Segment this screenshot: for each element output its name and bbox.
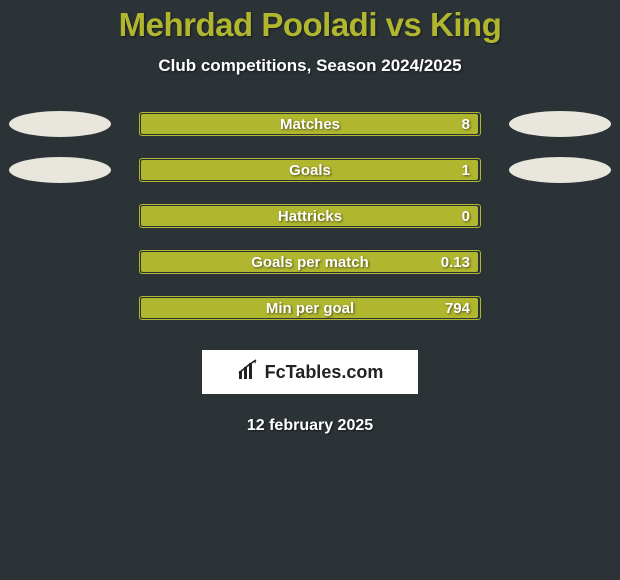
stat-bar: Goals1 [139,158,481,182]
stat-bar-fill [141,160,478,180]
stat-row: Matches8 [0,112,620,158]
stat-row: Goals1 [0,158,620,204]
player-badge-left [9,157,111,183]
stat-bar-fill [141,298,478,318]
stat-bar-fill [141,252,478,272]
page-title: Mehrdad Pooladi vs King [0,6,620,44]
comparison-panel: Mehrdad Pooladi vs King Club competition… [0,6,620,435]
player-badge-right [509,111,611,137]
date-line: 12 february 2025 [0,417,620,435]
stat-rows: Matches8 Goals1 Hattricks0 Goals per match0… [0,112,620,342]
stat-bar: Hattricks0 [139,204,481,228]
stat-bar: Goals per match0.13 [139,250,481,274]
player-badge-right [509,157,611,183]
logo-box[interactable]: FcTables.com [202,350,418,394]
stat-row: Hattricks0 [0,204,620,250]
stat-row: Goals per match0.13 [0,250,620,296]
stat-bar: Matches8 [139,112,481,136]
chart-icon [237,359,259,386]
stat-bar: Min per goal794 [139,296,481,320]
player-badge-left [9,111,111,137]
logo-text: FcTables.com [265,362,384,383]
subtitle: Club competitions, Season 2024/2025 [0,56,620,76]
stat-row: Min per goal794 [0,296,620,342]
stat-bar-fill [141,206,478,226]
stat-bar-fill [141,114,478,134]
